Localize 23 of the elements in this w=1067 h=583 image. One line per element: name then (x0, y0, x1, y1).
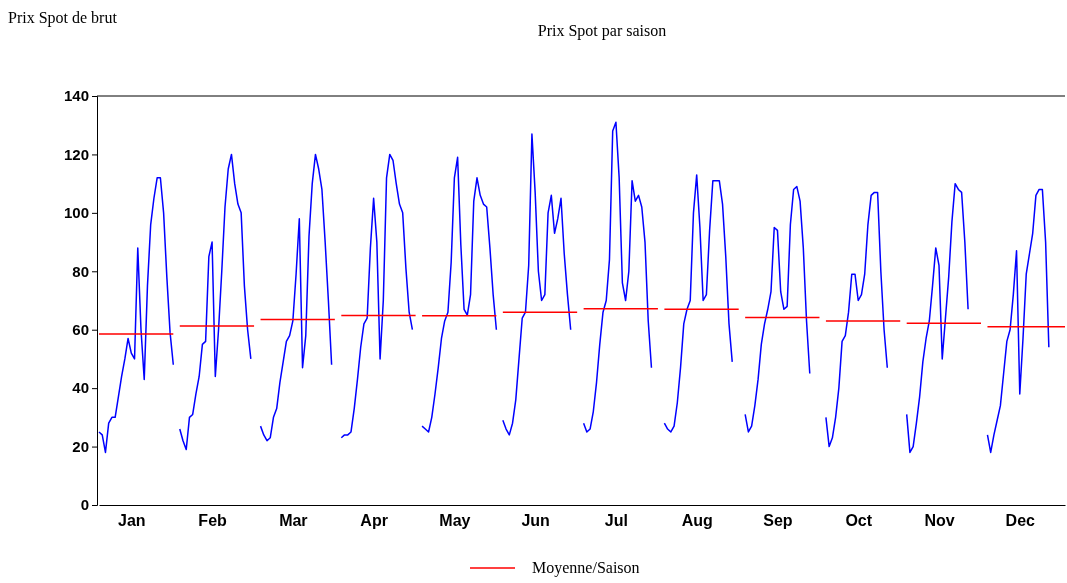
legend-label: Moyenne/Saison (532, 559, 640, 577)
y-tick-label: 80 (72, 262, 89, 280)
x-tick-label: May (439, 512, 471, 530)
y-tick-label: 120 (63, 145, 89, 163)
x-tick-label: Jun (521, 512, 550, 530)
y-tick-label: 60 (72, 321, 89, 339)
x-tick-label: Feb (198, 512, 228, 530)
x-tick-label: Mar (279, 512, 308, 530)
x-tick-label: Jan (118, 512, 146, 530)
y-tick-label: 140 (63, 87, 89, 105)
x-tick-label: Apr (360, 512, 388, 530)
y-tick-label: 100 (63, 204, 89, 222)
x-tick-label: Jul (604, 512, 628, 530)
x-tick-label: Aug (681, 512, 713, 530)
x-tick-label: Oct (845, 512, 873, 530)
x-tick-label: Dec (1005, 512, 1036, 530)
y-tick-label: 0 (80, 496, 89, 514)
y-tick-label: 20 (72, 437, 89, 455)
x-tick-label: Sep (763, 512, 793, 530)
chart-title: Prix Spot par saison (537, 22, 667, 40)
x-tick-label: Nov (924, 512, 955, 530)
y-tick-label: 40 (72, 379, 89, 397)
y-axis-title: Prix Spot de brut (8, 9, 118, 27)
